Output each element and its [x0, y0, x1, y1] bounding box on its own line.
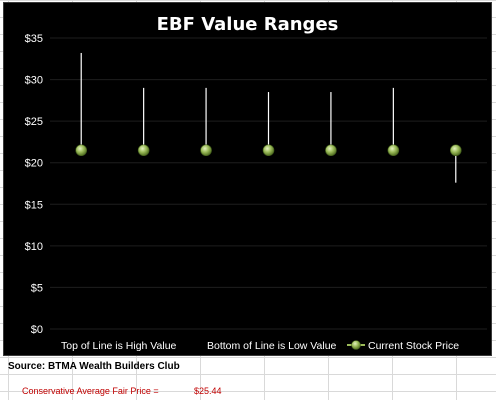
- current-price-marker: [325, 144, 337, 157]
- fair-price-label: Conservative Average Fair Price =: [22, 386, 159, 396]
- chart-title: EBF Value Ranges: [156, 14, 339, 35]
- source-note: Source: BTMA Wealth Builders Club: [8, 361, 180, 372]
- legend-high-label: Top of Line is High Value: [61, 340, 177, 352]
- current-price-marker: [449, 144, 462, 157]
- chart-area[interactable]: [3, 2, 492, 356]
- legend-price-label: Current Stock Price: [368, 340, 459, 352]
- current-price-marker: [387, 144, 400, 157]
- y-tick-label: $30: [25, 75, 43, 87]
- fair-price-value: $25.44: [194, 386, 222, 396]
- y-tick-label: $15: [25, 199, 43, 211]
- current-price-marker: [137, 144, 150, 157]
- chart-plot: $0 $5 $10 $15 $20 $25 $30 $35 Top of Line is Hig…: [25, 33, 487, 352]
- legend-low-label: Bottom of Line is Low Value: [207, 340, 337, 352]
- legend-price-marker: [351, 340, 361, 350]
- y-tick-label: $0: [31, 324, 43, 336]
- y-tick-label: $25: [25, 116, 43, 128]
- y-tick-label: $5: [31, 282, 43, 294]
- current-price-marker: [75, 144, 88, 157]
- current-price-marker: [200, 144, 212, 157]
- y-tick-label: $10: [25, 241, 43, 253]
- y-tick-label: $20: [25, 158, 43, 170]
- current-price-marker: [262, 144, 275, 157]
- y-tick-label: $35: [25, 33, 43, 45]
